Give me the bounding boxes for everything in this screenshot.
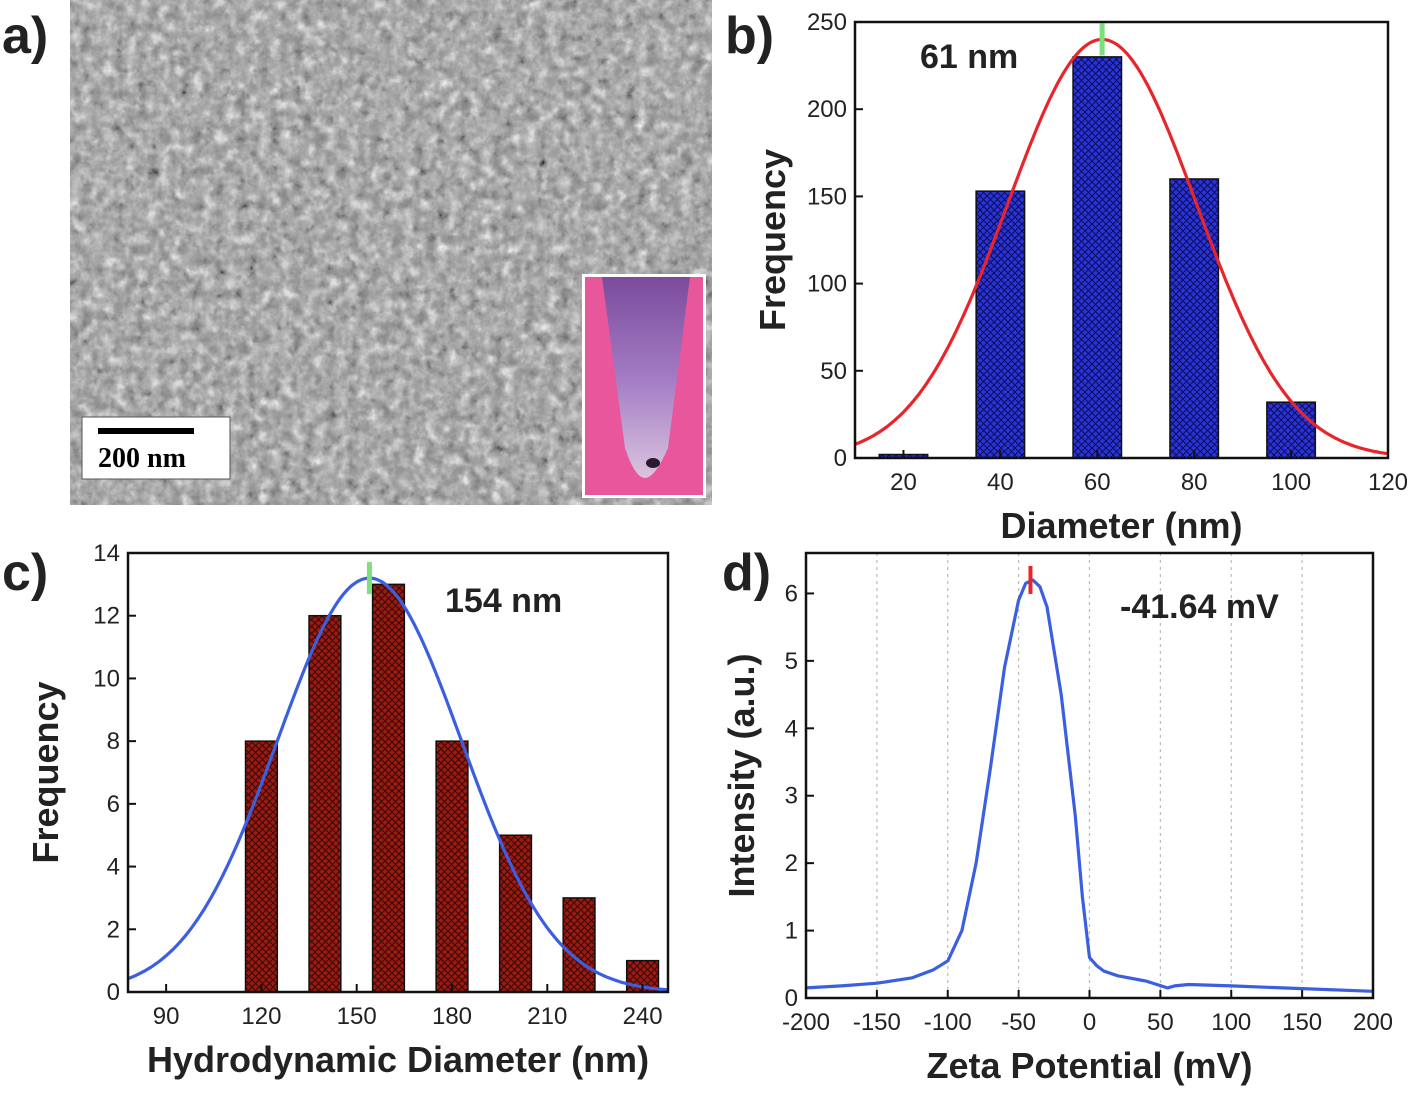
x-tick-label: 120	[241, 1003, 281, 1030]
y-tick-label: 2	[785, 850, 798, 877]
y-tick-label: 14	[93, 540, 120, 567]
x-tick-label: 200	[1353, 1009, 1393, 1036]
y-tick-label: 6	[785, 580, 798, 607]
y-tick-label: 3	[785, 783, 798, 810]
y-axis-title: Frequency	[25, 681, 66, 863]
x-tick-label: 20	[890, 469, 917, 496]
x-axis-title: Diameter (nm)	[1000, 505, 1242, 546]
y-tick-label: 2	[107, 916, 120, 943]
x-tick-label: 80	[1181, 469, 1208, 496]
histogram-bar	[1072, 56, 1123, 459]
inset-tube-photo	[582, 274, 706, 498]
x-tick-label: -200	[782, 1009, 830, 1036]
x-tick-label: 60	[1084, 469, 1111, 496]
y-tick-label: 10	[93, 665, 120, 692]
histogram-bar	[308, 614, 342, 993]
tube-icon	[602, 277, 690, 478]
zeta-potential-curve	[805, 578, 1374, 993]
chart-b-size-distribution: 61 nm 20 40 60 80 100 120 0 50 100 150 200 250 Diamet…	[752, 9, 1408, 546]
chart-c-hydrodynamic-distribution: 154 nm 90 120 150 180 210 240 0 2 4 6 8 10 12 14 Hydrod…	[25, 540, 670, 1080]
x-tick-label: -100	[924, 1009, 972, 1036]
y-tick-label: 150	[807, 183, 847, 210]
plot-frame	[853, 20, 1390, 460]
y-tick-label: 4	[107, 854, 120, 881]
x-tick-label: 150	[337, 1003, 377, 1030]
x-tick-label: 240	[623, 1003, 663, 1030]
y-tick-label: 250	[807, 9, 847, 36]
histogram-bar	[562, 897, 596, 993]
gaussian-fit-line	[127, 576, 669, 992]
x-axis-title: Hydrodynamic Diameter (nm)	[147, 1039, 649, 1080]
peak-annotation: -41.64 mV	[1120, 588, 1279, 626]
histogram-bar	[498, 834, 533, 993]
y-tick-label: 6	[107, 791, 120, 818]
x-axis-title: Zeta Potential (mV)	[926, 1045, 1252, 1086]
y-tick-label: 1	[785, 918, 798, 945]
x-tick-label: 0	[1083, 1009, 1096, 1036]
y-tick-label: 100	[807, 271, 847, 298]
x-tick-label: 90	[153, 1003, 180, 1030]
x-tick-label: 150	[1282, 1009, 1322, 1036]
y-tick-label: 12	[93, 603, 120, 630]
histogram-bar	[244, 740, 279, 993]
y-tick-label: 200	[807, 96, 847, 123]
sem-micrograph: 200 nm	[70, 0, 712, 505]
panel-a-letter: a)	[2, 7, 49, 65]
panel-d-letter: d)	[722, 544, 772, 602]
x-tick-label: -150	[853, 1009, 901, 1036]
histogram-bar	[1266, 401, 1317, 459]
plot-frame	[126, 551, 670, 994]
scale-bar-label: 200 nm	[98, 443, 186, 474]
y-tick-label: 4	[785, 715, 798, 742]
y-axis-title: Intensity (a.u.)	[721, 653, 762, 897]
histogram-bar	[1169, 178, 1220, 459]
y-tick-label: 5	[785, 648, 798, 675]
x-tick-label: 40	[987, 469, 1014, 496]
y-tick-label: 0	[107, 979, 120, 1006]
x-tick-label: 210	[527, 1003, 567, 1030]
y-tick-label: 50	[820, 358, 847, 385]
y-tick-label: 0	[834, 445, 847, 472]
scale-bar: 200 nm	[81, 416, 231, 480]
x-tick-label: 180	[432, 1003, 472, 1030]
y-tick-label: 8	[107, 728, 120, 755]
y-axis-title: Frequency	[752, 149, 793, 331]
x-tick-label: -50	[1001, 1009, 1036, 1036]
sem-texture: 200 nm	[70, 0, 712, 505]
panel-c-letter: c)	[2, 544, 49, 602]
panel-b-letter: b)	[725, 7, 775, 65]
gaussian-fit-line	[854, 37, 1389, 456]
peak-annotation: 154 nm	[445, 582, 562, 620]
histogram-bar	[371, 583, 406, 993]
x-tick-label: 50	[1147, 1009, 1174, 1036]
x-tick-label: 100	[1211, 1009, 1251, 1036]
histogram-bar	[975, 190, 1026, 459]
chart-d-zeta-potential: -41.64 mV -200 -150 -100 -50 0 50 100 150 200 0 1 2 3…	[721, 551, 1393, 1086]
peak-annotation: 61 nm	[920, 38, 1018, 76]
x-tick-label: 120	[1368, 469, 1408, 496]
y-tick-label: 0	[785, 985, 798, 1012]
histogram-bar	[435, 740, 469, 993]
x-tick-label: 100	[1271, 469, 1311, 496]
